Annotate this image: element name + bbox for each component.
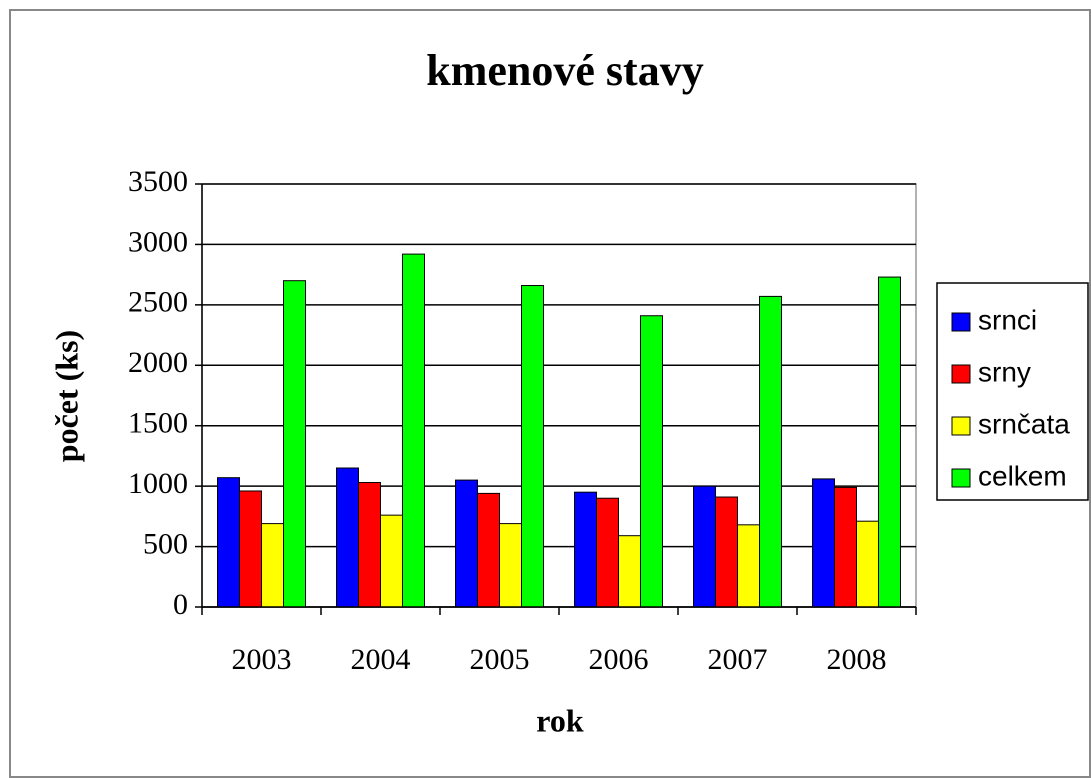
legend-swatch — [951, 416, 971, 436]
bar — [834, 486, 857, 608]
bar — [283, 280, 306, 608]
bar — [737, 524, 760, 608]
x-tick-label: 2007 — [708, 643, 768, 676]
y-tick-label: 1500 — [128, 407, 188, 440]
legend-label: srnci — [978, 304, 1037, 335]
bar — [455, 479, 478, 608]
legend-swatch — [951, 364, 971, 384]
y-tick-label: 2500 — [128, 286, 188, 319]
bar — [521, 285, 544, 608]
x-tick-label: 2006 — [589, 643, 649, 676]
legend-swatch — [951, 468, 971, 488]
x-tick-label: 2008 — [827, 643, 887, 676]
x-tick-label: 2004 — [351, 643, 411, 676]
y-tick-label: 3000 — [128, 225, 188, 258]
bar — [715, 496, 738, 608]
y-tick-label: 0 — [173, 588, 188, 621]
legend-swatch — [951, 312, 971, 332]
y-axis-label: počet (ks) — [48, 330, 84, 462]
y-tick-label: 3500 — [128, 165, 188, 198]
bar — [358, 482, 381, 608]
bar — [812, 478, 835, 608]
y-tick-label: 1000 — [128, 467, 188, 500]
bar — [336, 467, 359, 608]
bar — [618, 535, 641, 608]
bar — [878, 276, 901, 608]
bar — [759, 295, 782, 608]
bar — [261, 523, 284, 608]
bar — [239, 490, 262, 608]
bar — [693, 485, 716, 608]
y-tick-label: 2000 — [128, 346, 188, 379]
x-tick-label: 2005 — [470, 643, 530, 676]
x-tick-label: 2003 — [232, 643, 292, 676]
bar — [477, 492, 500, 608]
bar — [596, 497, 619, 608]
bar — [380, 514, 403, 608]
legend-label: celkem — [978, 460, 1067, 491]
bar — [499, 523, 522, 608]
y-tick-label: 500 — [143, 527, 188, 560]
bar — [402, 253, 425, 608]
chart-title: kmenové stavy — [426, 46, 703, 95]
plot-area — [201, 183, 917, 608]
x-axis-label: rok — [536, 702, 584, 738]
bar — [856, 520, 879, 608]
bar — [574, 491, 597, 608]
legend-label: srnčata — [978, 408, 1070, 439]
bar — [217, 477, 240, 608]
legend-label: srny — [978, 356, 1031, 387]
bar — [640, 315, 663, 608]
